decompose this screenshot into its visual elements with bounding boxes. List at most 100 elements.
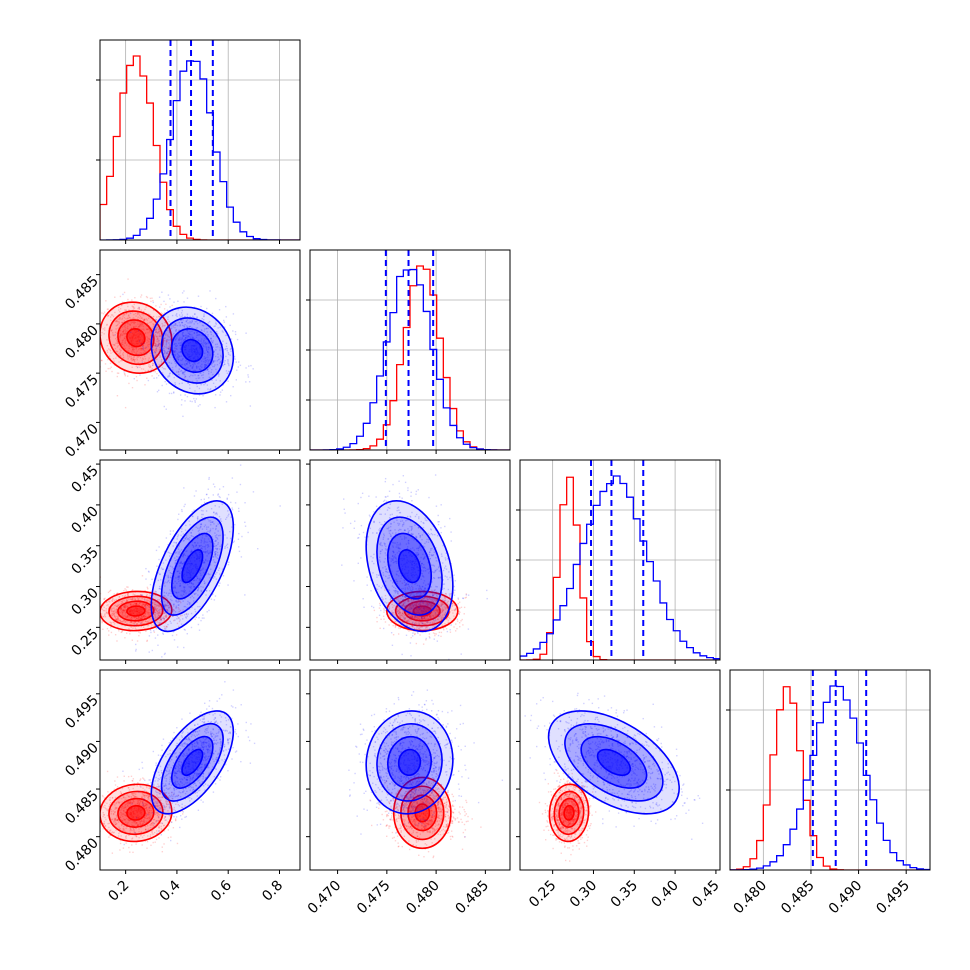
density-fill — [398, 749, 421, 776]
contour-line — [553, 790, 585, 836]
contour-line — [170, 532, 214, 600]
series-0-density — [369, 760, 482, 859]
contour-line — [580, 735, 648, 789]
contour-line — [108, 310, 164, 366]
x-tick-label: 0.475 — [354, 878, 394, 918]
x-tick-label: 0.485 — [453, 878, 493, 918]
contour-line — [170, 328, 214, 373]
contour-line — [365, 710, 454, 815]
y-tick-label: 0.25 — [69, 626, 102, 659]
contour-line — [181, 748, 204, 777]
hist-panel-2 — [516, 459, 721, 664]
panel-frame — [309, 249, 511, 451]
hist-series-1 — [310, 268, 510, 450]
series-0-density — [538, 769, 597, 862]
contour-line — [547, 710, 680, 815]
density-fill — [182, 749, 203, 776]
hist-series-1 — [730, 685, 930, 870]
y-tick-label: 0.480 — [62, 835, 102, 875]
density-fill — [161, 723, 224, 801]
hist-series-1 — [100, 60, 300, 240]
panel-frame — [99, 459, 301, 661]
x-tick-label: 0.4 — [157, 877, 184, 904]
contour-line — [170, 735, 214, 789]
series-1-density — [134, 464, 281, 658]
density-fill — [366, 710, 453, 814]
contour-line — [387, 532, 432, 600]
hist-panel-1 — [306, 249, 511, 454]
density-fill — [404, 601, 441, 621]
hist-series-0 — [730, 686, 930, 870]
density-fill — [117, 601, 154, 621]
density-fill — [564, 805, 574, 820]
contour-line — [126, 804, 146, 821]
density-fill — [387, 533, 432, 599]
density-fill — [117, 798, 154, 828]
y-tick-label: 0.490 — [62, 740, 102, 780]
density-fill — [126, 328, 145, 347]
contour-line — [150, 500, 235, 633]
x-tick-label: 0.35 — [608, 878, 641, 911]
contour-line — [376, 723, 443, 802]
contour-line — [117, 797, 155, 828]
density-fill — [182, 339, 203, 362]
contour-line — [160, 317, 224, 384]
contour-line — [548, 783, 590, 843]
contour-line — [150, 306, 235, 395]
panel-frame — [99, 39, 301, 241]
panel-frame — [309, 669, 511, 871]
density-fill — [408, 795, 437, 831]
x-tick-label: 0.25 — [526, 878, 559, 911]
density-fill — [559, 798, 579, 828]
x-tick-label: 0.480 — [730, 878, 770, 918]
y-tick-label: 0.475 — [62, 372, 102, 412]
contour-line — [126, 605, 146, 617]
density-fill — [398, 549, 421, 583]
panel-frame — [519, 669, 721, 871]
contour-line — [365, 500, 454, 633]
density-fill — [387, 736, 432, 789]
y-tick-label: 0.30 — [69, 585, 102, 618]
x-tick-label: 0.490 — [826, 878, 866, 918]
panel-frame — [519, 459, 721, 661]
hist-panel-0 — [96, 39, 301, 244]
x-tick-label: 0.8 — [259, 878, 286, 905]
density-fill — [126, 606, 145, 616]
x-tick-label: 0.495 — [873, 878, 913, 918]
contour-line — [386, 590, 459, 632]
contour-line — [108, 595, 164, 627]
series-1-density — [114, 290, 254, 418]
series-0-density — [373, 580, 468, 645]
contour-line — [397, 748, 422, 777]
contour-line — [126, 328, 146, 348]
density-fill — [376, 723, 443, 801]
y-tick-label: 0.485 — [62, 273, 102, 313]
contour-line — [181, 548, 204, 584]
contour-line — [160, 723, 224, 802]
contour-line — [117, 319, 155, 357]
x-tick-label: 0.470 — [305, 878, 345, 918]
y-tick-label: 0.40 — [69, 503, 102, 536]
y-tick-label: 0.485 — [62, 788, 102, 828]
x-tick-label: 0.45 — [689, 878, 722, 911]
pair-panel-0-3 — [96, 669, 301, 874]
density-fill — [366, 500, 453, 632]
density-fill — [161, 517, 224, 616]
hist-series-1 — [520, 475, 720, 660]
y-tick-label: 0.45 — [69, 463, 102, 496]
contour-line — [407, 794, 438, 832]
density-fill — [171, 736, 213, 789]
y-tick-label: 0.480 — [62, 322, 102, 362]
density-fill — [117, 319, 154, 356]
hist-series-0 — [100, 55, 300, 240]
density-fill — [171, 328, 213, 373]
contour-line — [596, 748, 632, 777]
contour-line — [558, 797, 580, 828]
contour-line — [150, 710, 235, 815]
hist-series-0 — [310, 265, 510, 450]
panel-frame — [309, 459, 511, 661]
density-fill — [171, 533, 213, 599]
panel-frame — [729, 669, 931, 871]
y-tick-label: 0.35 — [69, 544, 102, 577]
